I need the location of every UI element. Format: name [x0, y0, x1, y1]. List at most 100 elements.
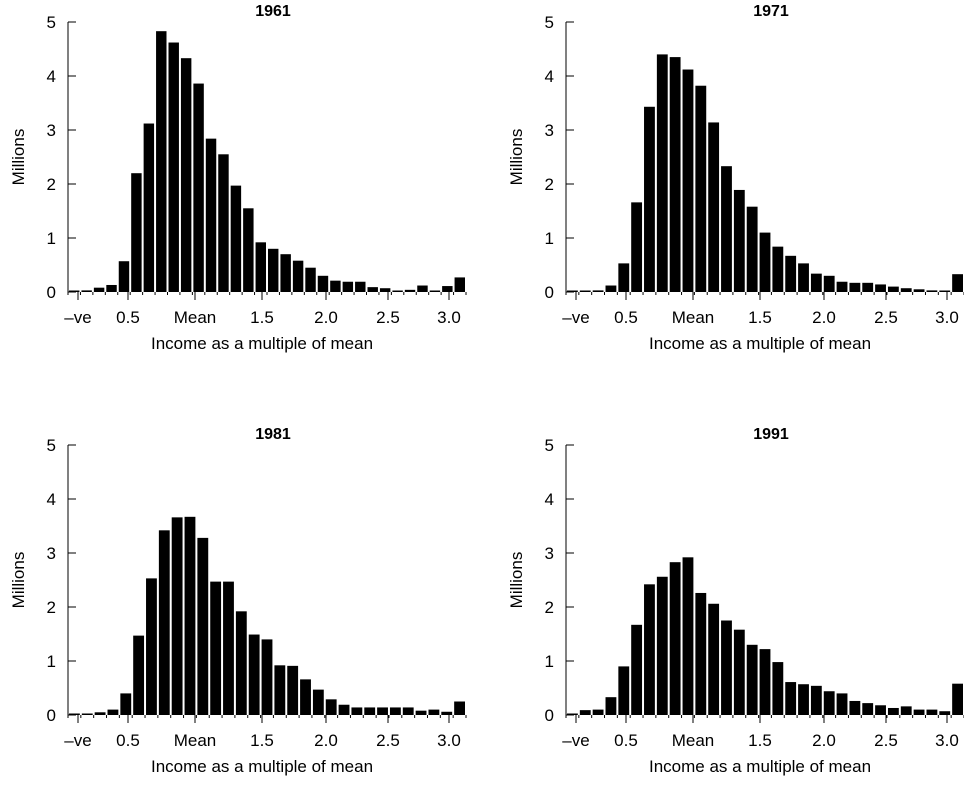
x-tick-label: 0.5 — [116, 308, 140, 327]
bar — [605, 697, 617, 715]
bar — [656, 54, 668, 293]
bar — [926, 290, 938, 292]
y-tick-label: 4 — [47, 490, 56, 509]
bar — [733, 189, 745, 292]
y-axis-label: Millions — [9, 129, 28, 186]
bar — [367, 287, 378, 292]
bar — [197, 537, 209, 715]
bar — [952, 274, 963, 292]
bar — [428, 709, 440, 715]
bar — [567, 713, 578, 715]
bar — [695, 85, 707, 292]
bar — [287, 665, 299, 715]
bar — [377, 707, 388, 715]
bar — [708, 122, 720, 292]
bar — [404, 289, 416, 292]
bar — [218, 154, 229, 292]
bar — [785, 682, 797, 715]
x-tick-label: 2.5 — [376, 308, 400, 327]
bar — [106, 284, 117, 292]
bar — [772, 662, 784, 715]
bar — [579, 710, 591, 715]
y-tick-label: 0 — [47, 706, 56, 725]
x-tick-label: 3.0 — [935, 731, 959, 750]
bar — [300, 679, 311, 715]
x-tick-label: 3.0 — [437, 731, 461, 750]
chart-panel-1991: 1991 0 1 2 3 4 5 Millions –ve 0.5 Mean 1.5 2.0 2.5 3.0… — [507, 426, 964, 776]
x-tick-label: 2.5 — [874, 731, 898, 750]
bar — [81, 713, 93, 715]
x-tick-label: 2.5 — [874, 308, 898, 327]
x-tick-label: Mean — [672, 308, 715, 327]
x-tick-label: Mean — [174, 731, 217, 750]
bar — [143, 123, 155, 293]
bar — [94, 712, 106, 715]
bar — [330, 280, 341, 292]
bar — [158, 530, 170, 715]
y-tick-label: 1 — [47, 652, 56, 671]
bar — [644, 106, 655, 292]
x-tick-label: 2.5 — [376, 731, 400, 750]
bar — [417, 285, 428, 292]
y-tick-label: 2 — [47, 175, 56, 194]
bar — [133, 635, 145, 715]
bar — [243, 208, 254, 292]
bar — [379, 288, 391, 292]
bar — [631, 202, 643, 292]
bar — [415, 710, 427, 715]
bar — [939, 290, 951, 292]
bar — [913, 709, 925, 715]
bar — [118, 261, 130, 292]
bar — [168, 42, 179, 292]
chart-panel-1971: 1971 0 1 2 3 4 5 Millions –ve 0.5 Mean 1.5 2.0 2.5 3.0… — [507, 3, 964, 353]
bar — [248, 634, 260, 715]
bar — [875, 284, 886, 292]
bar — [184, 516, 196, 715]
x-tick-label: –ve — [562, 731, 589, 750]
y-tick-label: 4 — [545, 67, 554, 86]
bar — [81, 290, 92, 292]
y-tick-label: 2 — [545, 598, 554, 617]
bar — [392, 290, 403, 292]
bar — [887, 286, 899, 292]
bar — [759, 232, 771, 292]
bar — [887, 707, 899, 715]
bar — [441, 711, 453, 715]
bar — [292, 260, 304, 292]
bar — [402, 707, 414, 715]
x-tick-label: 1.5 — [250, 731, 274, 750]
bar — [926, 709, 938, 715]
y-axis-label: Millions — [507, 552, 526, 609]
bar — [389, 707, 401, 715]
chart-title: 1981 — [255, 426, 291, 443]
x-tick-label: 1.5 — [748, 308, 772, 327]
bar — [268, 248, 279, 292]
bar — [454, 277, 465, 292]
bar — [305, 267, 316, 292]
x-tick-label: –ve — [64, 731, 91, 750]
bar — [759, 649, 771, 715]
bar — [849, 700, 861, 715]
bar — [429, 290, 441, 292]
bar — [280, 254, 291, 292]
bar — [708, 603, 720, 715]
bar — [618, 263, 630, 292]
chart-panel-1961: 1961 0 1 2 3 4 5 Millions –ve 0.5 Mean 1.5 2.0 2.5 3.0… — [9, 3, 467, 353]
x-tick-label: 2.0 — [314, 731, 338, 750]
bar — [120, 693, 132, 715]
y-tick-label: 2 — [47, 598, 56, 617]
bar — [952, 683, 963, 715]
x-tick-label: 0.5 — [116, 731, 140, 750]
y-tick-label: 5 — [47, 436, 56, 455]
y-tick-label: 3 — [545, 121, 554, 140]
bar — [772, 246, 784, 292]
x-tick-label: 2.0 — [812, 308, 836, 327]
bar — [644, 584, 655, 715]
bar — [342, 281, 354, 292]
bar — [205, 138, 217, 292]
bar — [682, 557, 694, 715]
x-tick-label: 2.0 — [314, 308, 338, 327]
bar — [235, 611, 247, 715]
y-tick-label: 3 — [47, 544, 56, 563]
bar — [823, 691, 835, 715]
